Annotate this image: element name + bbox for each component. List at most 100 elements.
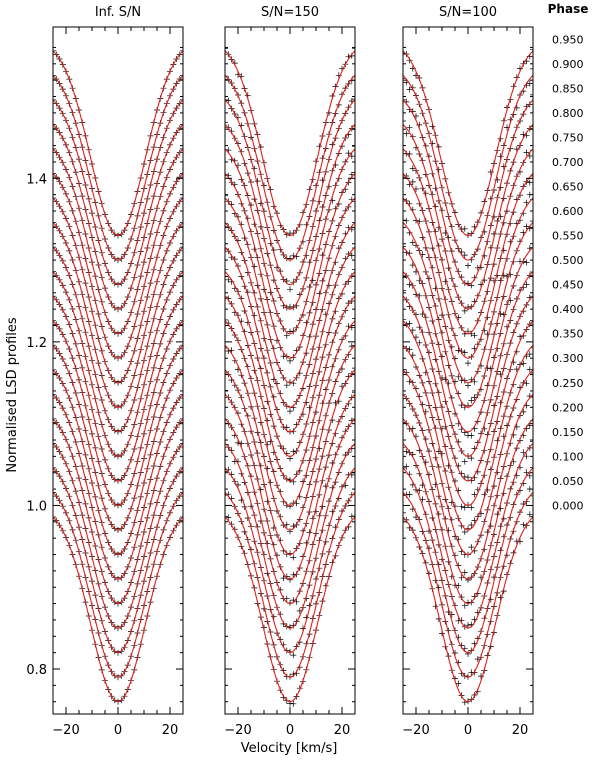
phase-label: 0.550 [552, 230, 584, 243]
model-profile-phase-0.250 [53, 393, 183, 580]
x-tick-label: 0 [114, 723, 122, 738]
model-profile-phase-0.200 [403, 418, 533, 605]
model-profile-phase-0.850 [403, 99, 533, 286]
observed-points [225, 96, 355, 293]
panel-3: S/N=100 −20 0 20 [402, 5, 534, 738]
model-profile-phase-0.050 [53, 492, 183, 678]
model-profile-phase-0.700 [53, 173, 183, 359]
model-profile-phase-0.600 [53, 222, 183, 408]
observed-points [403, 243, 533, 439]
model-profile-phase-0.900 [403, 74, 533, 261]
phase-label: 0.300 [552, 352, 584, 365]
y-tick-label: 1.4 [26, 172, 47, 187]
model-profile-phase-0.600 [403, 222, 533, 408]
observed-profile-phase-0.700 [225, 169, 355, 364]
model-profile-phase-0.550 [53, 246, 183, 433]
panels-group: Inf. S/N−20 0 200.81.01.21.4S/N=150−20 0 20S… [26, 5, 534, 738]
observed-profile-phase-0.550 [403, 243, 533, 439]
panel-title: S/N=150 [261, 5, 319, 20]
model-profile-phase-0.050 [225, 492, 355, 678]
phase-label: 0.750 [552, 131, 584, 144]
model-profile-phase-0.350 [225, 344, 355, 531]
model-profile-phase-0.250 [403, 393, 533, 580]
model-profile-phase-0.200 [53, 418, 183, 605]
model-profile-phase-0.400 [403, 320, 533, 506]
panel-2: S/N=150 −20 0 20 [224, 5, 356, 738]
observed-points [403, 91, 533, 289]
model-profile-phase-0.100 [225, 467, 355, 654]
observed-points [403, 217, 533, 411]
model-profile-phase-0.200 [225, 418, 355, 605]
model-profile-phase-0.550 [403, 246, 533, 433]
y-axis-label: Normalised LSD profiles [5, 317, 20, 473]
model-profile-phase-0.650 [403, 197, 533, 384]
phase-label: 0.900 [552, 58, 584, 71]
model-profile-phase-0.300 [225, 369, 355, 556]
y-tick-label: 1.2 [26, 336, 47, 351]
panel-frame [52, 26, 184, 715]
phase-label: 0.500 [552, 254, 584, 267]
x-tick-label: 20 [162, 723, 179, 738]
model-profile-phase-0.150 [403, 443, 533, 629]
panel-frame [224, 26, 356, 715]
model-profile-phase-0.450 [225, 295, 355, 482]
x-tick-label: −20 [402, 723, 429, 738]
model-profile-phase-0.750 [403, 148, 533, 335]
observed-profile-phase-0.600 [403, 217, 533, 411]
model-profile-phase-0.900 [225, 74, 355, 261]
y-tick-label: 1.0 [26, 499, 47, 514]
x-tick-label: 20 [334, 723, 351, 738]
panel-curves [225, 45, 355, 707]
phase-label: 0.100 [552, 450, 584, 463]
model-profile-phase-0.400 [53, 320, 183, 506]
observed-profile-phase-0.950 [53, 47, 183, 239]
observed-points [403, 65, 533, 269]
model-profile-phase-0.800 [403, 124, 533, 310]
phase-label: 0.600 [552, 205, 584, 218]
phase-label: 0.850 [552, 82, 584, 95]
model-profile-phase-0.600 [225, 222, 355, 408]
model-profile-phase-0.650 [53, 197, 183, 384]
phase-label: 0.450 [552, 279, 584, 292]
model-profile-phase-0.500 [403, 271, 533, 457]
phase-label: 0.650 [552, 180, 584, 193]
model-profile-phase-0.250 [225, 393, 355, 580]
model-profile-phase-0.100 [403, 467, 533, 654]
phase-label: 0.800 [552, 107, 584, 120]
observed-profile-phase-0.950 [403, 46, 533, 239]
model-profile-phase-0.750 [225, 148, 355, 335]
model-profile-phase-0.000 [53, 516, 183, 703]
model-profile-phase-0.300 [403, 369, 533, 556]
phase-label: 0.150 [552, 426, 584, 439]
panel-frame [402, 26, 534, 715]
model-profile-phase-0.300 [53, 369, 183, 556]
x-axis-label: Velocity [km/s] [241, 741, 338, 756]
model-profile-phase-0.450 [403, 295, 533, 482]
model-profile-phase-0.700 [225, 173, 355, 359]
panel-curves [403, 46, 533, 706]
observed-points [403, 173, 533, 367]
model-profile-phase-0.400 [225, 320, 355, 506]
observed-points [403, 46, 533, 239]
model-profile-phase-0.350 [53, 344, 183, 531]
phase-label: 0.050 [552, 475, 584, 488]
model-profile-phase-0.950 [403, 50, 533, 237]
x-tick-label: −20 [52, 723, 79, 738]
observed-profile-phase-0.700 [403, 173, 533, 367]
observed-points [225, 245, 355, 435]
model-profile-phase-0.150 [53, 443, 183, 629]
model-profile-phase-0.900 [53, 74, 183, 261]
panel-curves [53, 47, 183, 705]
observed-points [225, 169, 355, 364]
model-profile-phase-0.550 [225, 246, 355, 433]
model-profile-phase-0.050 [403, 492, 533, 678]
phase-label: 0.200 [552, 401, 584, 414]
phase-column-title: Phase [548, 2, 589, 16]
x-tick-label: −20 [224, 723, 251, 738]
panel-title: Inf. S/N [95, 5, 141, 20]
model-profile-phase-0.850 [225, 99, 355, 286]
model-profile-phase-0.000 [403, 516, 533, 703]
model-profile-phase-0.950 [53, 50, 183, 237]
